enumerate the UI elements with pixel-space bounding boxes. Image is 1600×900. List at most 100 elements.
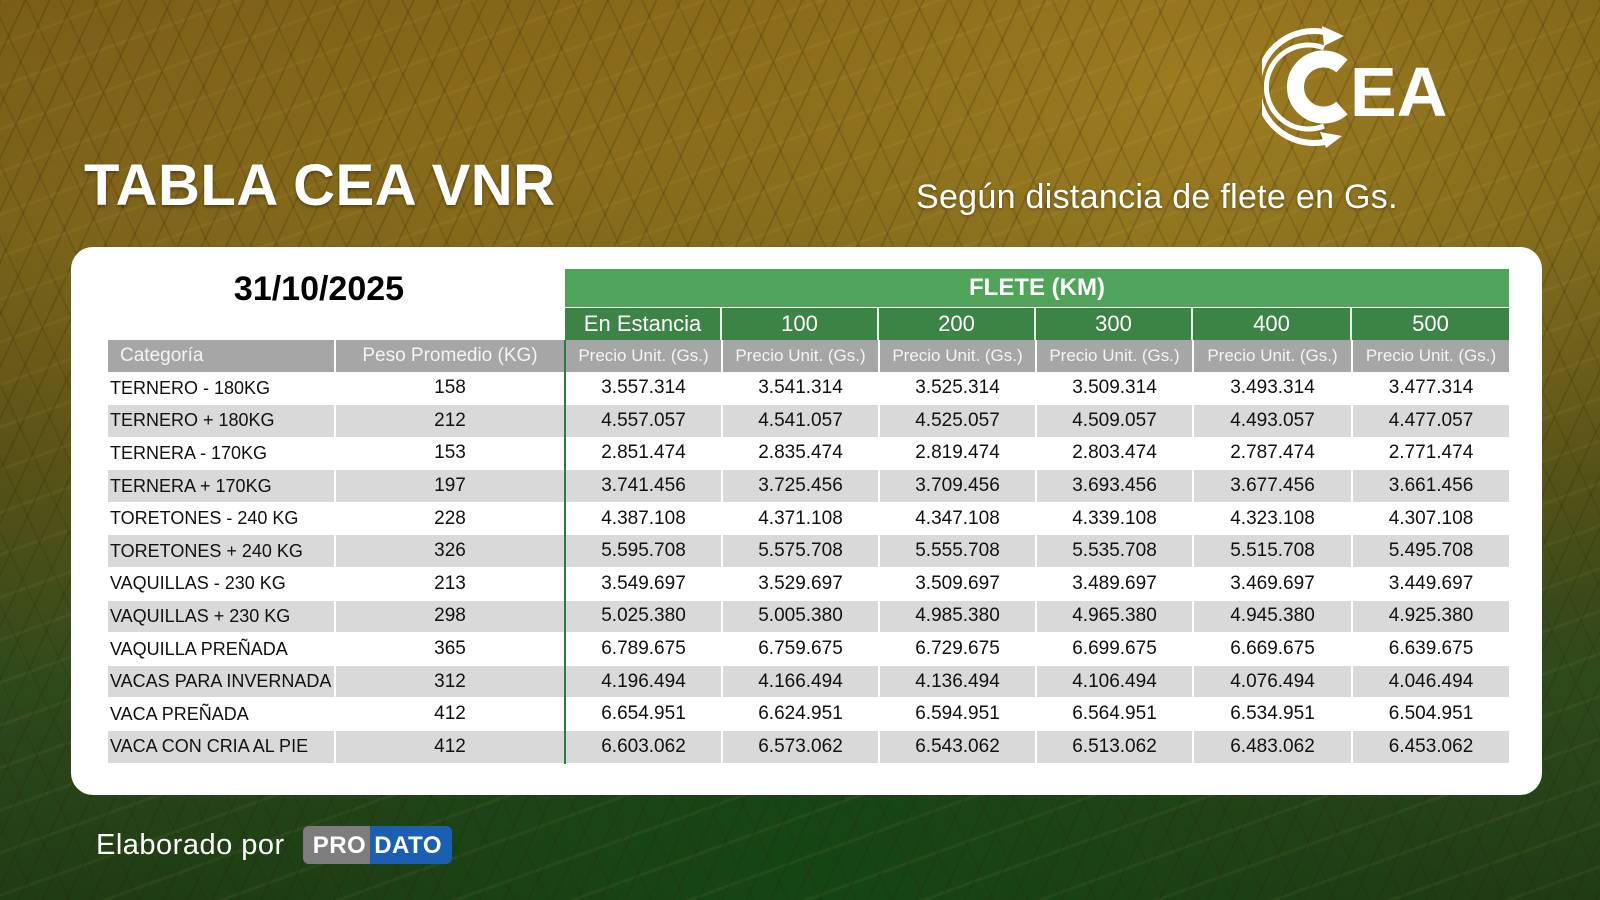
price-cell: 2.771.474	[1352, 437, 1509, 471]
table-body: TERNERO - 180KG 158 3.557.314 3.541.314 3.52…	[108, 372, 1509, 764]
price-cell: 5.005.380	[722, 600, 880, 634]
price-cell: 2.787.474	[1193, 437, 1353, 471]
price-cell: 4.925.380	[1352, 600, 1509, 634]
distance-header-row: En Estancia 100 200 300 400 500	[565, 308, 1509, 340]
price-cell: 3.709.456	[879, 469, 1037, 503]
price-cell: 4.493.057	[1193, 404, 1353, 438]
category-cell: TERNERA + 170KG	[108, 469, 336, 503]
price-cell: 6.759.675	[722, 632, 880, 666]
cea-logo: EA	[1254, 22, 1502, 152]
distance-header: 400	[1193, 308, 1352, 340]
category-cell: VACAS PARA INVERNADA	[108, 665, 336, 699]
price-cell: 2.803.474	[1036, 437, 1194, 471]
column-header-row: Categoría Peso Promedio (KG) Precio Unit…	[108, 340, 1509, 372]
table-row: TERNERA - 170KG 153 2.851.474 2.835.474 2.81…	[108, 437, 1509, 471]
prodato-logo-part1: PRO	[302, 826, 371, 864]
prodato-logo: PRO DATO	[302, 826, 452, 864]
price-cell: 5.535.708	[1036, 534, 1194, 569]
price-cell: 3.529.697	[722, 567, 880, 601]
distance-header: 100	[722, 308, 879, 340]
table-row: TORETONES + 240 KG 326 5.595.708 5.575.708 5…	[108, 534, 1509, 569]
category-cell: VAQUILLAS + 230 KG	[108, 600, 336, 634]
price-cell: 5.575.708	[722, 534, 880, 569]
price-cell: 4.076.494	[1193, 665, 1353, 699]
price-cell: 3.509.314	[1036, 372, 1194, 406]
category-cell: TORETONES + 240 KG	[108, 534, 336, 569]
price-cell: 3.509.697	[879, 567, 1037, 601]
category-cell: TORETONES - 240 KG	[108, 502, 336, 536]
price-cell: 4.985.380	[879, 600, 1037, 634]
price-cell: 3.741.456	[565, 469, 723, 503]
price-cell: 3.725.456	[722, 469, 880, 503]
weight-cell: 326	[335, 534, 566, 569]
table-row: VACA CON CRIA AL PIE 412 6.603.062 6.573.06…	[108, 730, 1509, 764]
price-cell: 2.819.474	[879, 437, 1037, 471]
header-price: Precio Unit. (Gs.)	[722, 340, 880, 372]
price-cell: 3.693.456	[1036, 469, 1194, 503]
price-cell: 4.323.108	[1193, 502, 1353, 536]
cea-logo-icon: EA	[1254, 26, 1447, 148]
weight-cell: 153	[335, 437, 566, 471]
header-price: Precio Unit. (Gs.)	[1352, 340, 1509, 372]
svg-text:EA: EA	[1350, 53, 1447, 131]
table-row: TORETONES - 240 KG 228 4.387.108 4.371.108 4…	[108, 502, 1509, 536]
price-cell: 6.639.675	[1352, 632, 1509, 666]
weight-cell: 312	[335, 665, 566, 699]
report-date: 31/10/2025	[233, 270, 405, 308]
category-cell: VACA CON CRIA AL PIE	[108, 730, 336, 764]
price-cell: 4.557.057	[565, 404, 723, 438]
price-cell: 4.965.380	[1036, 600, 1194, 634]
price-cell: 3.549.697	[565, 567, 723, 601]
weight-cell: 365	[335, 632, 566, 666]
category-cell: TERNERA - 170KG	[108, 437, 336, 471]
price-cell: 4.046.494	[1352, 665, 1509, 699]
table-row: VAQUILLAS - 230 KG 213 3.549.697 3.529.697 3…	[108, 567, 1509, 601]
price-cell: 3.661.456	[1352, 469, 1509, 503]
price-cell: 4.106.494	[1036, 665, 1194, 699]
price-cell: 6.534.951	[1193, 697, 1353, 732]
price-cell: 4.387.108	[565, 502, 723, 536]
table-row: VACAS PARA INVERNADA 312 4.196.494 4.166.49…	[108, 665, 1509, 699]
flete-group-header: FLETE (KM)	[565, 269, 1509, 307]
price-cell: 6.543.062	[879, 730, 1037, 764]
weight-cell: 212	[335, 404, 566, 438]
page-title: TABLA CEA VNR	[84, 153, 556, 218]
weight-cell: 213	[335, 567, 566, 601]
price-cell: 4.525.057	[879, 404, 1037, 438]
price-cell: 3.493.314	[1193, 372, 1353, 406]
price-cell: 6.564.951	[1036, 697, 1194, 732]
price-cell: 3.489.697	[1036, 567, 1194, 601]
price-cell: 5.025.380	[565, 600, 723, 634]
price-cell: 4.339.108	[1036, 502, 1194, 536]
price-cell: 4.945.380	[1193, 600, 1353, 634]
price-cell: 3.449.697	[1352, 567, 1509, 601]
price-cell: 5.555.708	[879, 534, 1037, 569]
table-row: TERNERO + 180KG 212 4.557.057 4.541.057 4.52…	[108, 404, 1509, 438]
category-cell: TERNERO - 180KG	[108, 372, 336, 406]
price-cell: 6.669.675	[1193, 632, 1353, 666]
price-cell: 3.525.314	[879, 372, 1037, 406]
price-cell: 4.541.057	[722, 404, 880, 438]
weight-cell: 158	[335, 372, 566, 406]
weight-cell: 228	[335, 502, 566, 536]
price-cell: 6.453.062	[1352, 730, 1509, 764]
price-cell: 5.515.708	[1193, 534, 1353, 569]
distance-header: 500	[1352, 308, 1509, 340]
price-cell: 6.483.062	[1193, 730, 1353, 764]
price-cell: 6.789.675	[565, 632, 723, 666]
price-cell: 2.851.474	[565, 437, 723, 471]
page-subtitle: Según distancia de flete en Gs.	[916, 178, 1398, 216]
price-cell: 6.729.675	[879, 632, 1037, 666]
weight-cell: 197	[335, 469, 566, 503]
header-price: Precio Unit. (Gs.)	[1193, 340, 1353, 372]
distance-header: En Estancia	[565, 308, 722, 340]
price-cell: 3.477.314	[1352, 372, 1509, 406]
price-cell: 6.699.675	[1036, 632, 1194, 666]
distance-header: 300	[1036, 308, 1193, 340]
table-row: TERNERA + 170KG 197 3.741.456 3.725.456 3.70…	[108, 469, 1509, 503]
header-price: Precio Unit. (Gs.)	[565, 340, 723, 372]
header-price: Precio Unit. (Gs.)	[1036, 340, 1194, 372]
header-weight: Peso Promedio (KG)	[335, 340, 566, 372]
weight-cell: 412	[335, 730, 566, 764]
price-cell: 4.477.057	[1352, 404, 1509, 438]
